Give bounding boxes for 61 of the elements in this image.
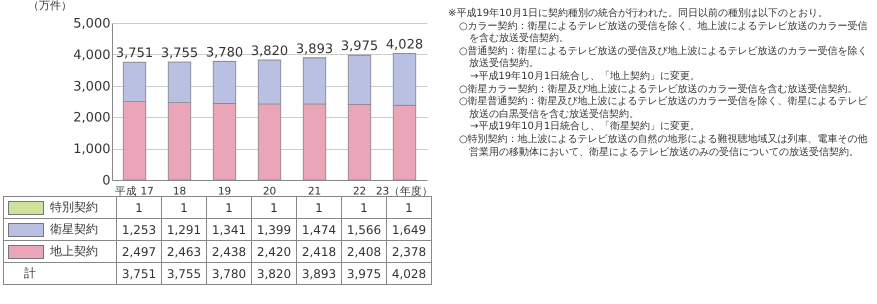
text: 3,751: [122, 266, 156, 280]
total-label: 4,028: [386, 38, 424, 53]
legend-label: 衛星契約: [4, 218, 116, 240]
y-tick-label: 0: [102, 174, 110, 188]
text: ○普通契約：衛星によるテレビ放送の受信及び地上波によるテレビ放送のカラー受信を除く放送受信契約。: [459, 46, 869, 70]
x-tick-label: 23（年度）: [376, 184, 434, 198]
data-label: 2,378: [386, 240, 432, 262]
y-tick-label: 2,000: [73, 110, 110, 126]
data-label: 2,418: [296, 240, 342, 262]
data-label: 1: [116, 196, 162, 218]
text: →平成19年10月1日統合し、「地上契約」に変更。: [470, 70, 702, 84]
data-label: 1,291: [162, 218, 206, 240]
total-label: 3,893: [296, 42, 334, 57]
text: 3,975: [346, 266, 382, 280]
y-tick-label: 3,000: [73, 79, 110, 94]
data-label: 1,399: [252, 218, 296, 240]
x-tick-label: 18: [172, 186, 186, 198]
data-label: 1: [206, 196, 252, 218]
legend-label: 地上契約: [4, 240, 116, 262]
text: 3,755: [166, 266, 202, 280]
y-tick-label: 4,000: [73, 48, 110, 63]
x-tick-label: 19: [218, 186, 232, 198]
total-label: 3,780: [206, 45, 244, 60]
text: ※平成19年10月1日に契約種別の統合が行われた。同日以前の種別は以下のとおり。: [448, 8, 830, 20]
text: 3,893: [302, 266, 336, 280]
data-label: 2,408: [342, 240, 386, 262]
text: 3,780: [212, 266, 246, 280]
text: ○衛星普通契約：衛星及び地上波によるテレビ放送のカラー受信を除く、衛星によるテレビ放送の白黒受信を含む放送受信契約。: [459, 96, 869, 120]
y-axis-title: （万件）: [28, 0, 72, 12]
data-label: 2,438: [206, 240, 252, 262]
data-label: 2,420: [252, 240, 296, 262]
data-label: 1: [162, 196, 206, 218]
data-label: 2,497: [116, 240, 162, 262]
data-label: 1: [342, 196, 386, 218]
x-tick-label: 平成 17: [115, 184, 154, 198]
legend-label: 特別契約: [4, 196, 116, 218]
x-tick-label: 20: [262, 186, 276, 198]
text: 3,820: [256, 266, 292, 280]
total-label: 3,751: [116, 46, 154, 62]
data-label: 1,474: [296, 218, 342, 240]
data-label: 2,463: [162, 240, 206, 262]
data-label: 1: [252, 196, 296, 218]
total-label: 3,975: [340, 39, 378, 54]
data-label: 1,566: [342, 218, 386, 240]
total-label: 3,755: [160, 46, 198, 62]
data-label: 1,649: [386, 218, 432, 240]
data-label: 1,341: [206, 218, 252, 240]
text: →平成19年10月1日統合し、「衛星契約」に変更。: [470, 121, 702, 134]
y-tick-label: 1,000: [73, 142, 110, 158]
data-label: 1: [386, 196, 432, 218]
total-label: 3,820: [250, 44, 288, 60]
text: ○衛星カラー契約：衛星及び地上波によるテレビ放送のカラー受信を含む放送受信契約。: [459, 84, 859, 96]
x-tick-label: 21: [308, 186, 322, 198]
text: ○カラー契約：衛星によるテレビ放送の受信を除く、地上波によるテレビ放送のカラー受信を含む放送受信契約。: [459, 20, 869, 46]
x-tick-label: 22: [352, 186, 366, 198]
text: 計: [4, 262, 116, 284]
data-label: 1,253: [116, 218, 162, 240]
data-label: 1: [296, 196, 342, 218]
text: ○特別契約：地上波によるテレビ放送の自然の地形による難視聴地域又は列車、電車その他営業用の移動体において、衛星によるテレビ放送のみの受信についての放送受信契約。: [459, 134, 869, 160]
text: 4,028: [392, 266, 426, 280]
y-tick-label: 5,000: [73, 16, 110, 32]
